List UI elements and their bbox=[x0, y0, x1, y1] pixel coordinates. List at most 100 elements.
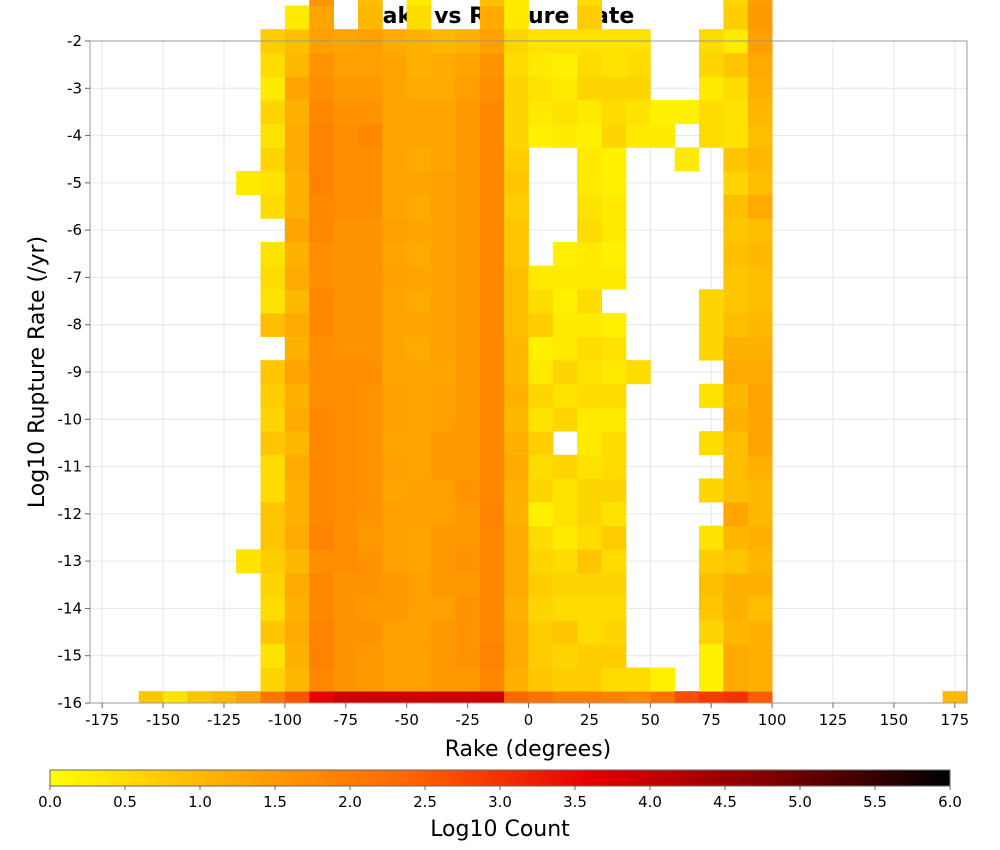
heatmap-cell bbox=[699, 100, 724, 125]
heatmap-cell bbox=[382, 123, 408, 148]
heatmap-cell bbox=[577, 383, 602, 408]
heatmap-cell bbox=[723, 691, 749, 704]
heatmap-cell bbox=[601, 572, 627, 597]
heatmap-cell bbox=[431, 147, 456, 172]
heatmap-cell bbox=[260, 549, 286, 574]
heatmap-cell bbox=[309, 194, 335, 219]
heatmap-cell bbox=[406, 667, 432, 692]
heatmap-cell bbox=[357, 525, 383, 550]
heatmap-cell bbox=[455, 76, 481, 101]
x-tick-label: -175 bbox=[85, 711, 119, 729]
heatmap-cell bbox=[406, 0, 432, 6]
y-tick-label: -6 bbox=[67, 221, 82, 239]
heatmap-cell bbox=[382, 194, 408, 219]
heatmap-cell bbox=[577, 360, 602, 385]
heatmap-cell bbox=[309, 336, 335, 361]
y-tick-label: -5 bbox=[67, 174, 82, 192]
heatmap-cell bbox=[552, 620, 578, 645]
heatmap-cell bbox=[382, 478, 408, 503]
heatmap-cell bbox=[577, 620, 602, 645]
heatmap-cell bbox=[504, 549, 529, 574]
heatmap-cell bbox=[601, 241, 627, 266]
heatmap-cell bbox=[455, 620, 481, 645]
heatmap-cell bbox=[552, 360, 578, 385]
heatmap-cell bbox=[357, 407, 383, 432]
heatmap-cell bbox=[625, 667, 651, 692]
heatmap-cell bbox=[601, 336, 627, 361]
heatmap-cell bbox=[747, 620, 773, 645]
heatmap-cell bbox=[382, 218, 408, 243]
heatmap-cell bbox=[577, 265, 602, 290]
heatmap-cell bbox=[747, 431, 773, 456]
heatmap-cell bbox=[309, 549, 335, 574]
heatmap-cell bbox=[431, 502, 456, 527]
colorbar-ticks: 0.0 0.5 1.0 1.5 2.0 2.5 3.0 3.5 4.0 4.5 5.0 5.5 6.0 bbox=[38, 786, 962, 811]
heatmap-cell bbox=[431, 76, 456, 101]
heatmap-cell bbox=[577, 643, 602, 668]
heatmap-cell bbox=[601, 265, 627, 290]
heatmap-cell bbox=[528, 549, 554, 574]
heatmap-cell bbox=[552, 549, 578, 574]
heatmap-cell bbox=[431, 100, 456, 125]
heatmap-cell bbox=[699, 289, 724, 314]
heatmap-cell bbox=[455, 218, 481, 243]
heatmap-cell bbox=[504, 643, 529, 668]
heatmap-cell bbox=[455, 643, 481, 668]
heatmap-cell bbox=[479, 407, 505, 432]
heatmap-cell bbox=[601, 76, 627, 101]
heatmap-cell bbox=[284, 241, 310, 266]
heatmap-cell bbox=[455, 502, 481, 527]
heatmap-cell bbox=[479, 289, 505, 314]
heatmap-cell bbox=[528, 502, 554, 527]
heatmap-cell bbox=[625, 76, 651, 101]
heatmap-cell bbox=[479, 431, 505, 456]
heatmap-cell bbox=[479, 572, 505, 597]
y-tick-label: -11 bbox=[58, 458, 83, 476]
heatmap-cell bbox=[284, 76, 310, 101]
heatmap-cell bbox=[504, 52, 529, 77]
heatmap-cell bbox=[723, 383, 749, 408]
heatmap-cell bbox=[357, 100, 383, 125]
heatmap-cell bbox=[723, 478, 749, 503]
heatmap-cell bbox=[382, 360, 408, 385]
heatmap-cell bbox=[504, 525, 529, 550]
heatmap-cell bbox=[601, 407, 627, 432]
heatmap-cell bbox=[260, 194, 286, 219]
heatmap-cell bbox=[333, 171, 359, 196]
heatmap-cell bbox=[747, 0, 773, 6]
heatmap-cell bbox=[577, 691, 602, 704]
colorbar-label: Log10 Count bbox=[430, 817, 570, 842]
heatmap-cell bbox=[528, 572, 554, 597]
heatmap-cell bbox=[309, 100, 335, 125]
heatmap-cell bbox=[747, 5, 773, 30]
heatmap-cell bbox=[333, 336, 359, 361]
heatmap-cell bbox=[552, 454, 578, 479]
heatmap-cell bbox=[552, 478, 578, 503]
heatmap-cell bbox=[747, 336, 773, 361]
x-axis-label: Rake (degrees) bbox=[445, 737, 612, 762]
heatmap-cell bbox=[455, 147, 481, 172]
heatmap-cell bbox=[504, 123, 529, 148]
heatmap-cell bbox=[625, 691, 651, 704]
colorbar-tick-label: 5.0 bbox=[788, 793, 812, 811]
heatmap-cell bbox=[431, 620, 456, 645]
heatmap-cell bbox=[309, 0, 335, 6]
colorbar-tick-label: 6.0 bbox=[938, 793, 962, 811]
heatmap-cell bbox=[357, 360, 383, 385]
heatmap-cell bbox=[309, 218, 335, 243]
heatmap-cell bbox=[406, 100, 432, 125]
y-axis-ticks: -2 -3 -4 -5 -6 -7 -8 -9 -10 -11 -12 -13 -14 -15 -16 bbox=[58, 32, 90, 712]
heatmap-cell bbox=[284, 123, 310, 148]
heatmap-cell bbox=[333, 360, 359, 385]
heatmap-cell bbox=[723, 643, 749, 668]
heatmap-cell bbox=[357, 643, 383, 668]
heatmap-cell bbox=[504, 667, 529, 692]
heatmap-cell bbox=[577, 100, 602, 125]
heatmap-cell bbox=[357, 194, 383, 219]
heatmap-cell bbox=[260, 241, 286, 266]
heatmap-cell bbox=[577, 5, 602, 30]
heatmap-cell bbox=[552, 643, 578, 668]
heatmap-cell bbox=[431, 336, 456, 361]
heatmap-cell bbox=[333, 52, 359, 77]
heatmap-cell bbox=[382, 667, 408, 692]
